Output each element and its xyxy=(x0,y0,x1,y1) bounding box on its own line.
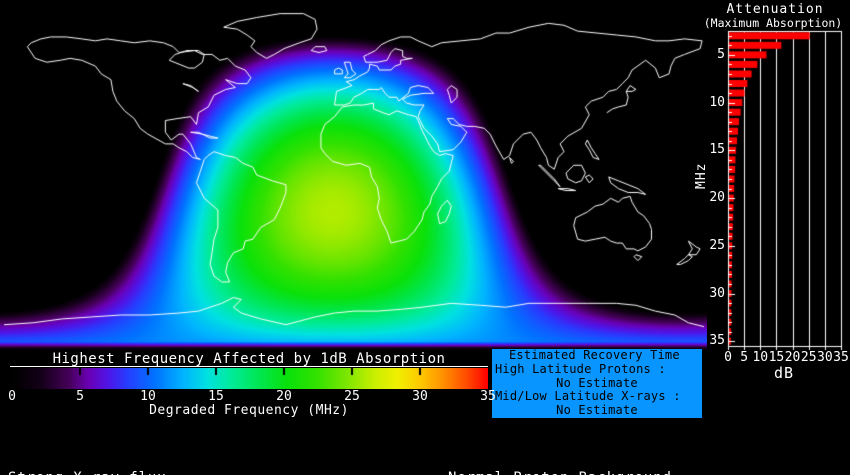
estimated-recovery-time-box: Estimated Recovery Time High Latitude Pr… xyxy=(492,348,702,418)
footer-left: Strong X-ray flux Product Valid At : 202… xyxy=(8,431,372,475)
attenuation-y-tick-label: 35 xyxy=(709,333,725,349)
attenuation-bar-chart-canvas xyxy=(695,25,847,351)
colorbar-tick-label: 0 xyxy=(8,389,16,404)
proton-background-status: Normal Proton Background xyxy=(448,469,681,475)
attenuation-x-axis-label: dB xyxy=(773,364,795,382)
attenuation-y-tick-label: 25 xyxy=(709,237,725,253)
world-absorption-map-canvas xyxy=(0,0,707,350)
attenuation-x-tick-label: 5 xyxy=(740,350,749,365)
colorbar-title: Highest Frequency Affected by 1dB Absorp… xyxy=(52,351,446,367)
attenuation-y-axis-label: MHz xyxy=(694,162,709,189)
attenuation-x-tick-label: 20 xyxy=(784,350,801,365)
attenuation-x-tick-label: 15 xyxy=(768,350,785,365)
attenuation-x-tick-label: 25 xyxy=(800,350,817,365)
attenuation-x-tick-label: 30 xyxy=(817,350,833,365)
colorbar-tick-label: 20 xyxy=(276,389,292,404)
infobox-title: Estimated Recovery Time xyxy=(509,348,680,362)
attenuation-x-tick-label: 35 xyxy=(833,350,849,365)
colorbar-top-rule xyxy=(10,366,488,367)
infobox-high-lat-label: High Latitude Protons : xyxy=(495,361,666,376)
colorbar-tick-label: 35 xyxy=(480,389,496,404)
colorbar-tick-label: 10 xyxy=(140,389,156,404)
attenuation-chart-title: Attenuation xyxy=(726,2,824,17)
footer-right: Normal Proton Background NOAA/SWPC Bould… xyxy=(448,431,681,475)
colorbar-tick-label: 5 xyxy=(76,389,84,404)
colorbar-caption: Degraded Frequency (MHz) xyxy=(149,403,349,418)
colorbar-tick-label: 30 xyxy=(412,389,428,404)
attenuation-x-tick-label: 10 xyxy=(752,350,769,365)
infobox-midlow-label: Mid/Low Latitude X-rays : xyxy=(495,389,681,404)
infobox-midlow-value: No Estimate xyxy=(556,403,638,418)
colorbar-tick-label: 25 xyxy=(344,389,360,404)
infobox-high-lat-value: No Estimate xyxy=(556,375,638,390)
attenuation-y-tick-label: 30 xyxy=(709,285,725,301)
attenuation-y-tick-label: 15 xyxy=(709,142,725,158)
attenuation-y-tick-label: 10 xyxy=(709,94,725,110)
xray-flux-status: Strong X-ray flux xyxy=(8,469,372,475)
attenuation-y-tick-label: 20 xyxy=(709,190,725,206)
colorbar-gradient-canvas xyxy=(12,368,488,389)
attenuation-y-tick-label: 5 xyxy=(717,46,725,62)
colorbar-tick-label: 15 xyxy=(208,389,224,404)
attenuation-x-tick-label: 0 xyxy=(724,350,732,365)
